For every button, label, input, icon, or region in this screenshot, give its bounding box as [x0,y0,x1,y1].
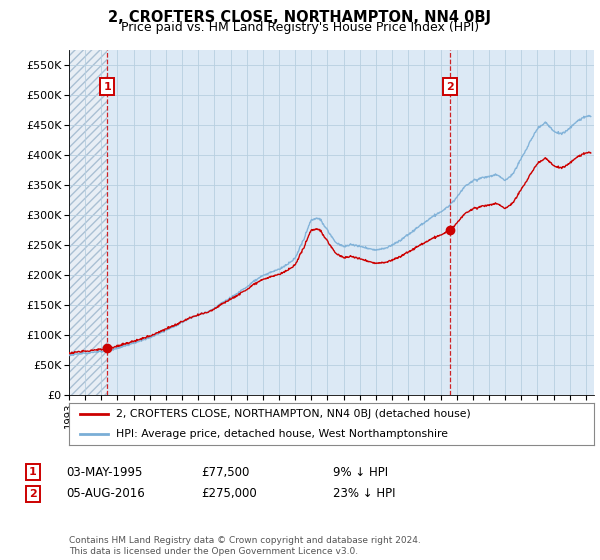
Text: £275,000: £275,000 [201,487,257,501]
Text: 05-AUG-2016: 05-AUG-2016 [66,487,145,501]
Text: 9% ↓ HPI: 9% ↓ HPI [333,465,388,479]
Text: 1: 1 [29,467,37,477]
Text: 1: 1 [103,82,111,92]
Text: HPI: Average price, detached house, West Northamptonshire: HPI: Average price, detached house, West… [116,429,448,438]
Text: 2, CROFTERS CLOSE, NORTHAMPTON, NN4 0BJ: 2, CROFTERS CLOSE, NORTHAMPTON, NN4 0BJ [109,10,491,25]
Text: 03-MAY-1995: 03-MAY-1995 [66,465,142,479]
Text: 2: 2 [29,489,37,499]
Text: 2, CROFTERS CLOSE, NORTHAMPTON, NN4 0BJ (detached house): 2, CROFTERS CLOSE, NORTHAMPTON, NN4 0BJ … [116,409,471,419]
Text: Price paid vs. HM Land Registry's House Price Index (HPI): Price paid vs. HM Land Registry's House … [121,21,479,34]
Text: 23% ↓ HPI: 23% ↓ HPI [333,487,395,501]
Text: £77,500: £77,500 [201,465,250,479]
Text: 2: 2 [446,82,454,92]
Bar [69,50,107,395]
Text: Contains HM Land Registry data © Crown copyright and database right 2024.
This d: Contains HM Land Registry data © Crown c… [69,536,421,556]
